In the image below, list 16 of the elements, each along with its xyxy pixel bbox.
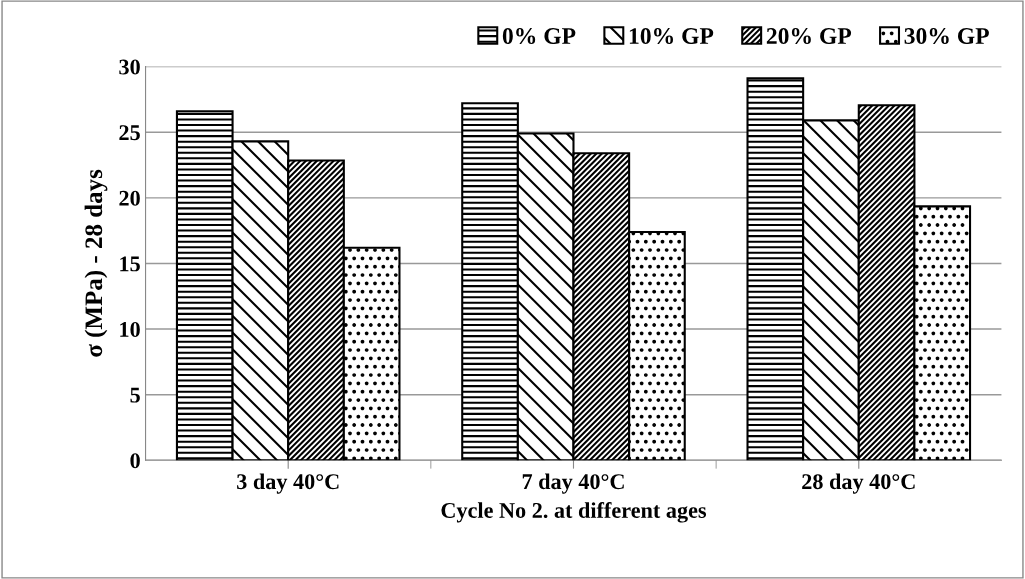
- x-tick-label: 7 day 40°C: [522, 473, 624, 494]
- legend-label: 30% GP: [904, 28, 989, 45]
- y-tick-label: 5: [130, 387, 140, 403]
- legend-label: 20% GP: [766, 28, 852, 45]
- x-tick-label: 3 day 40°C: [237, 473, 339, 494]
- legend-label: 0% GP: [502, 28, 576, 45]
- y-tick-label: 10: [120, 322, 140, 337]
- y-tick-label: 30: [119, 59, 140, 75]
- y-tick-label: 25: [119, 125, 140, 141]
- y-axis-title: σ (MPa) - 28 days: [84, 169, 108, 357]
- y-tick-label: 0: [130, 453, 140, 469]
- x-tick-label: 28 day 40°C: [802, 473, 915, 494]
- y-tick-label: 20: [119, 190, 140, 206]
- y-tick-label: 15: [120, 256, 140, 272]
- legend-label: 10% GP: [629, 28, 714, 45]
- x-axis-title: Cycle No 2. at different ages: [441, 502, 707, 523]
